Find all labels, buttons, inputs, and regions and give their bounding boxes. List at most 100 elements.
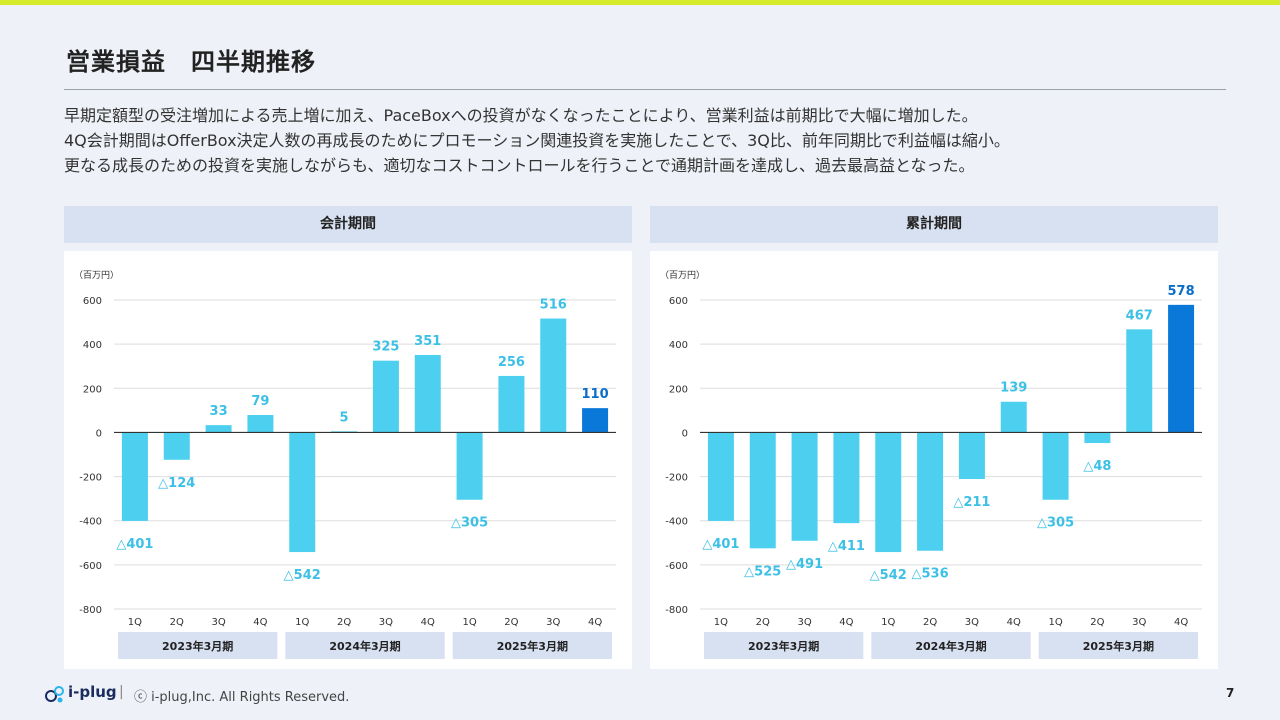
y-tick-label: -800 (79, 605, 102, 616)
data-label: △124 (158, 476, 195, 491)
data-label: △401 (116, 537, 153, 552)
bar (749, 432, 776, 549)
y-tick-label: -600 (79, 561, 102, 572)
x-tick-label: 2Q (504, 617, 518, 628)
bar (121, 432, 148, 521)
y-tick-label: 600 (83, 296, 102, 307)
x-tick-label: 2Q (337, 617, 351, 628)
x-tick-label: 2Q (923, 617, 937, 628)
footer-brand: i-plug (68, 683, 117, 701)
unit-label: （百万円） (660, 270, 705, 281)
data-label: △491 (786, 557, 823, 572)
x-tick-label: 4Q (421, 617, 435, 628)
y-tick-label: 0 (96, 428, 102, 439)
bar (1042, 432, 1069, 500)
description-line-1: 早期定額型の受注増加による売上増に加え、PaceBoxへの投資がなくなったことに… (64, 106, 978, 125)
footer-copyright: ⓒ i-plug,Inc. All Rights Reserved. (134, 690, 350, 705)
bar (205, 425, 232, 433)
period-box (452, 632, 612, 659)
data-label: 139 (1000, 381, 1027, 396)
data-label: 325 (372, 340, 399, 355)
bar (163, 432, 190, 460)
description-line-3: 更なる成長のための投資を実施しながらも、適切なコストコントロールを行うことで通期… (64, 156, 975, 175)
bar (1168, 304, 1195, 433)
period-box (704, 632, 864, 659)
x-tick-label: 1Q (1048, 617, 1062, 628)
y-tick-label: -600 (665, 561, 688, 572)
x-tick-label: 3Q (379, 617, 393, 628)
chart-panel-cumulative: （百万円） 600 400 200 0 -200 -400 -600 -800 △401 1Q △52… (650, 251, 1218, 669)
y-tick-label: -200 (665, 473, 688, 484)
bar (414, 354, 441, 433)
data-label: 467 (1126, 308, 1153, 323)
bar (1084, 432, 1111, 444)
data-label: 79 (251, 394, 269, 409)
bar (289, 432, 316, 553)
top-accent-bar (0, 0, 1280, 5)
page-title: 営業損益 四半期推移 (66, 48, 316, 76)
period-box (871, 632, 1031, 659)
bar (917, 432, 944, 551)
x-tick-label: 1Q (714, 617, 728, 628)
data-label: 578 (1168, 284, 1195, 299)
data-label: 110 (582, 387, 609, 402)
x-tick-label: 4Q (253, 617, 267, 628)
x-tick-label: 1Q (881, 617, 895, 628)
data-label: △542 (870, 568, 907, 583)
data-label: △305 (1037, 516, 1074, 531)
y-tick-label: 400 (669, 340, 688, 351)
bar (582, 408, 609, 433)
panel-header-cumulative: 累計期間 (650, 206, 1218, 243)
x-tick-label: 3Q (546, 617, 560, 628)
data-label: △536 (912, 567, 949, 582)
y-tick-label: 600 (669, 296, 688, 307)
period-box (118, 632, 278, 659)
x-tick-label: 1Q (128, 617, 142, 628)
data-label: △48 (1083, 459, 1111, 474)
description: 早期定額型の受注増加による売上増に加え、PaceBoxへの投資がなくなったことに… (64, 103, 1234, 178)
chart-cumulative: （百万円） 600 400 200 0 -200 -400 -600 -800 △401 1Q △52… (660, 270, 1202, 659)
y-tick-label: 400 (83, 340, 102, 351)
bar (1126, 329, 1153, 433)
x-tick-label: 2Q (756, 617, 770, 628)
data-label: △401 (702, 537, 739, 552)
bar (833, 432, 860, 524)
y-tick-label: -400 (665, 517, 688, 528)
period-box (285, 632, 445, 659)
data-label: △542 (284, 568, 321, 583)
x-tick-label: 4Q (588, 617, 602, 628)
x-tick-label: 2Q (1090, 617, 1104, 628)
bar (247, 414, 274, 433)
y-tick-label: 0 (682, 428, 688, 439)
bar (372, 360, 399, 433)
bar (958, 432, 985, 479)
bar (456, 432, 483, 500)
x-tick-label: 3Q (1132, 617, 1146, 628)
y-tick-label: -200 (79, 473, 102, 484)
x-tick-label: 3Q (797, 617, 811, 628)
x-tick-label: 4Q (1174, 617, 1188, 628)
x-tick-label: 4Q (839, 617, 853, 628)
page-number: 7 (1226, 686, 1235, 700)
period-label: 2025年3月期 (497, 639, 568, 653)
period-label: 2025年3月期 (1083, 639, 1154, 653)
bar (875, 432, 902, 553)
chart-panel-quarterly: （百万円） 600 400 200 0 -200 -400 -600 -800 △401 1Q △12… (64, 251, 632, 669)
panel-header-quarterly: 会計期間 (64, 206, 632, 243)
y-tick-label: -800 (665, 605, 688, 616)
period-box (1038, 632, 1198, 659)
data-label: △305 (451, 516, 488, 531)
i-plug-logo-icon (45, 686, 64, 703)
unit-label: （百万円） (74, 270, 119, 281)
footer-separator: | (119, 684, 124, 700)
period-label: 2024年3月期 (915, 639, 986, 653)
y-tick-label: 200 (669, 384, 688, 395)
bar (791, 432, 818, 541)
x-tick-label: 4Q (1007, 617, 1021, 628)
data-label: △525 (744, 564, 781, 579)
bar (1000, 401, 1027, 433)
description-line-2: 4Q会計期間はOfferBox決定人数の再成長のためにプロモーション関連投資を実… (64, 131, 1010, 150)
period-label: 2024年3月期 (329, 639, 400, 653)
data-label: 351 (414, 334, 441, 349)
x-tick-label: 1Q (462, 617, 476, 628)
